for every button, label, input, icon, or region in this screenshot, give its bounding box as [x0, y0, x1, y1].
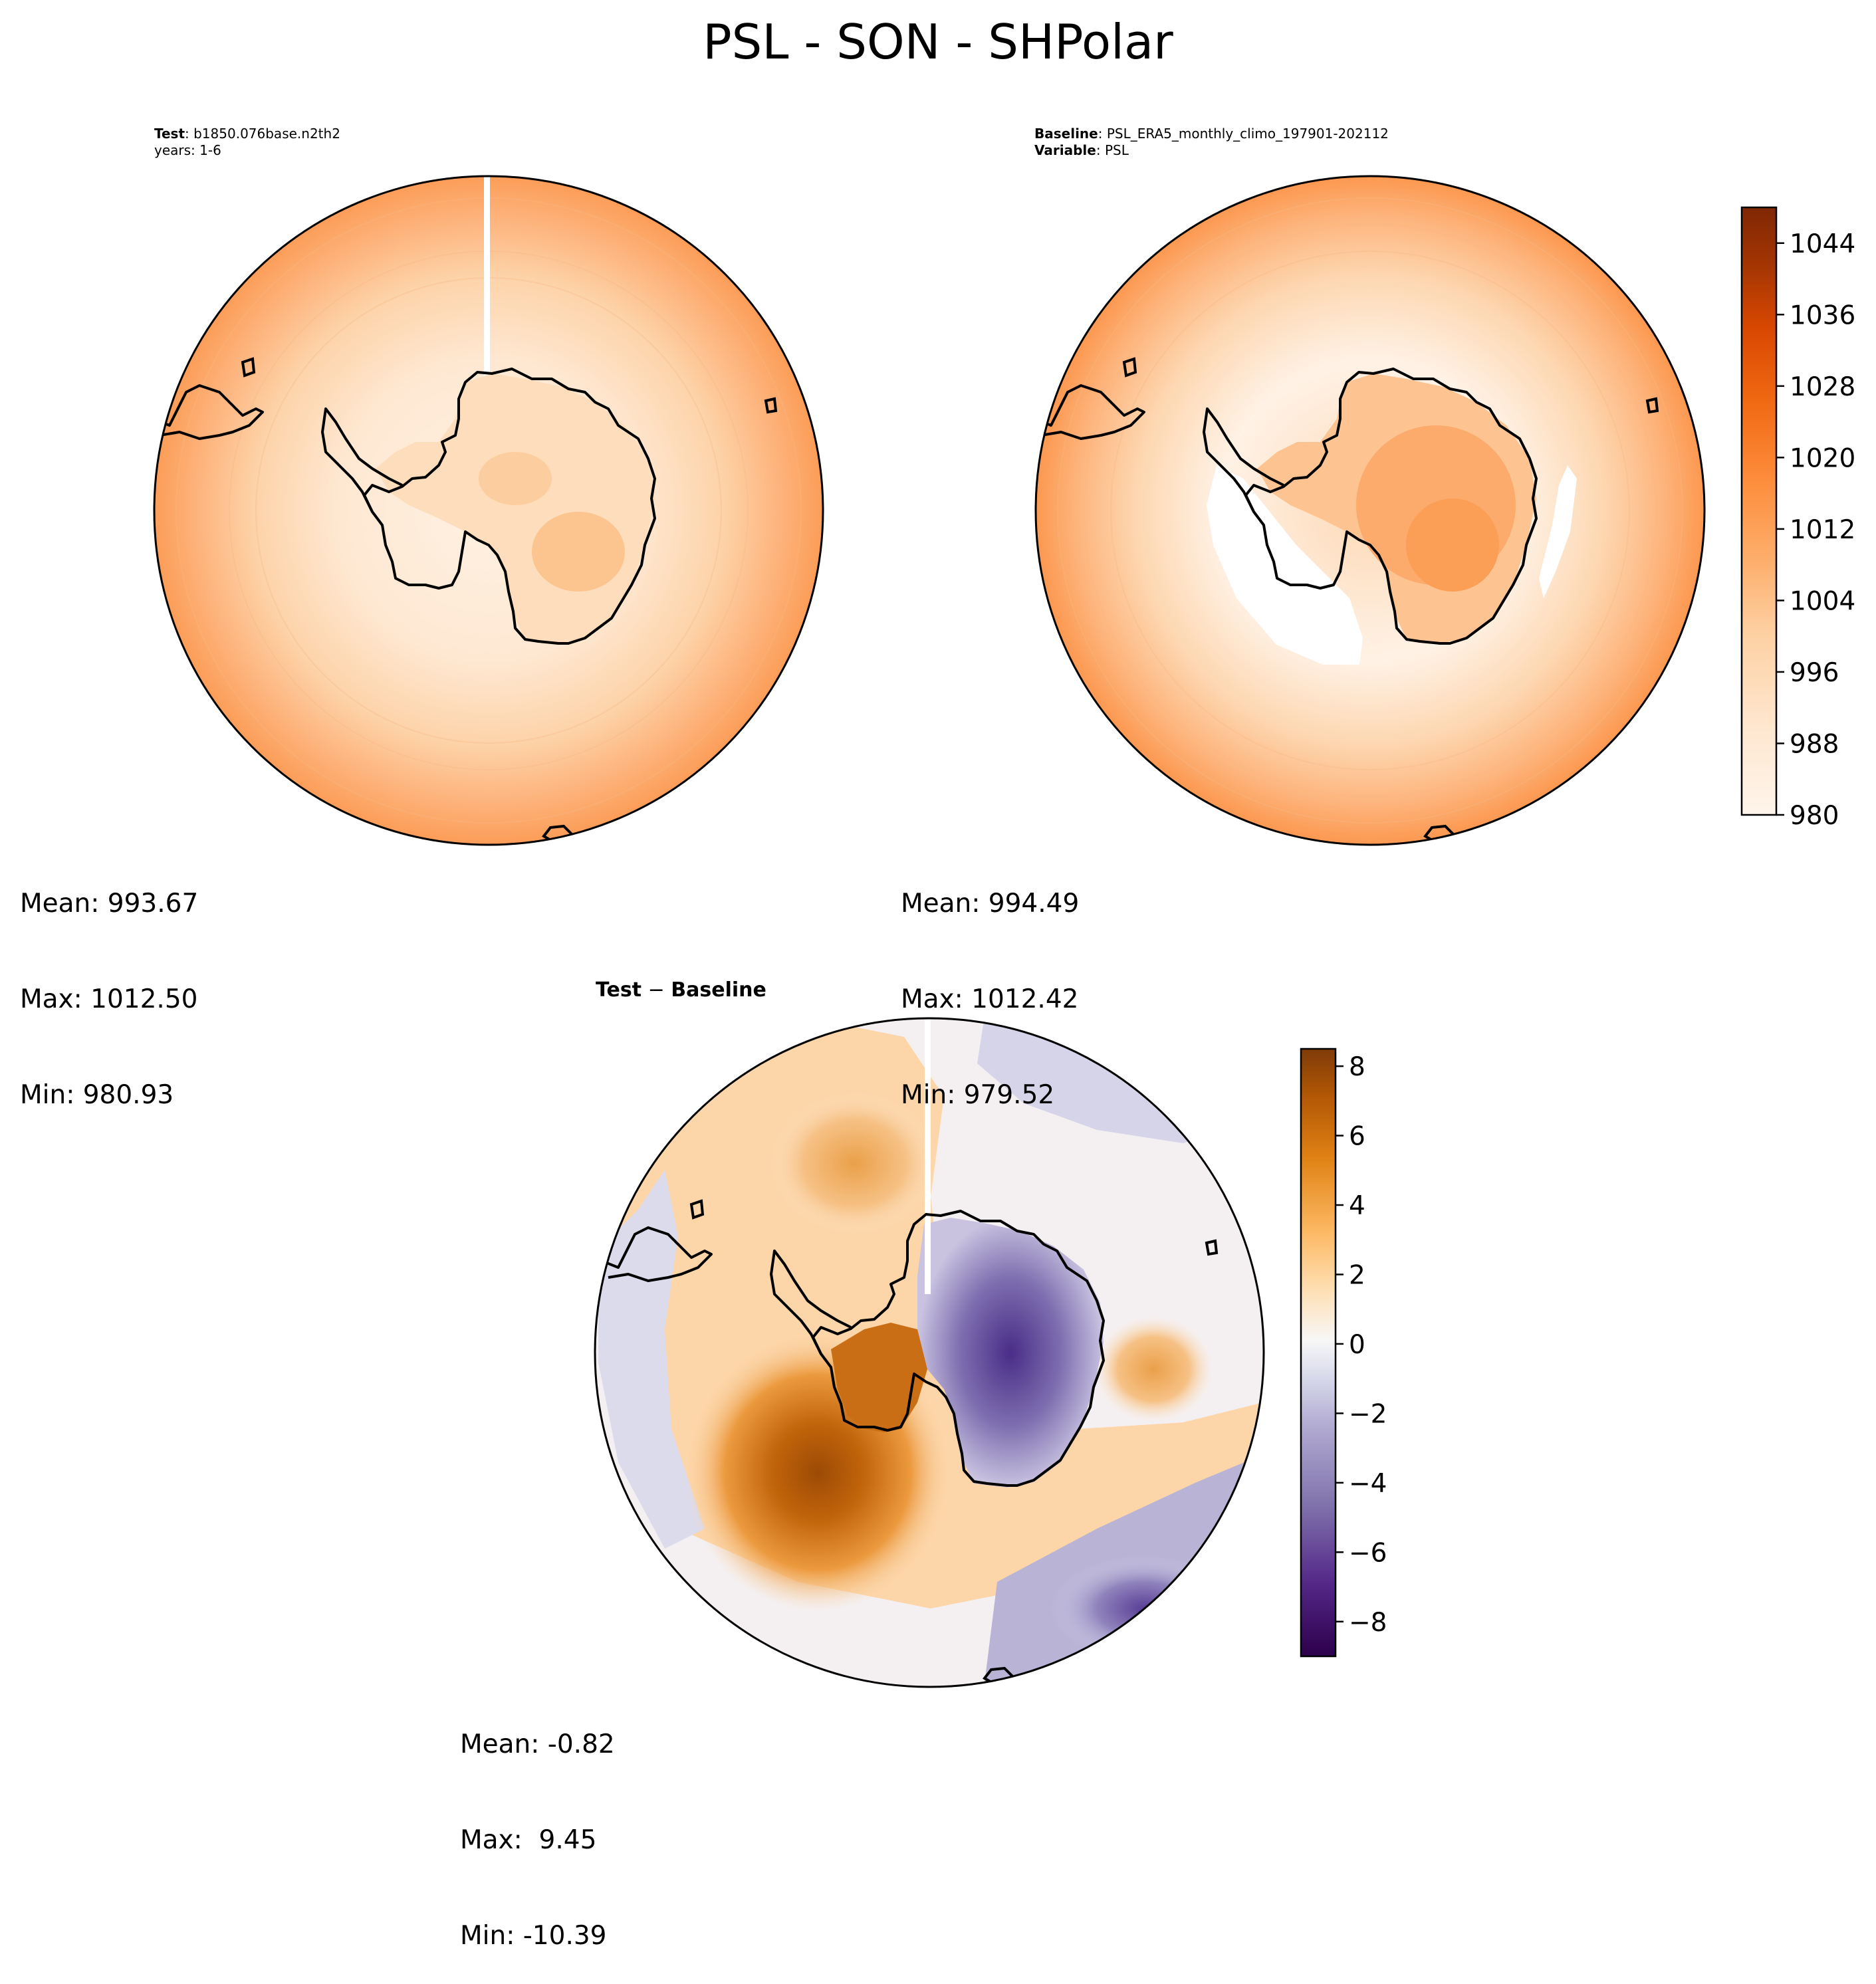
colorbar-absolute-ticks: 980 988 996 1004 1012 1020 1028 1036 1044: [1776, 229, 1855, 831]
diff-missing-data-strip: [925, 1018, 931, 1294]
baseline-south-america-outline: [1036, 384, 1145, 440]
difference-title-baseline: Baseline: [671, 978, 766, 1002]
colorbar-absolute-gradient: [1740, 206, 1778, 816]
test-south-america-outline: [154, 384, 264, 440]
colorbar-absolute-tick-label: 1028: [1790, 372, 1855, 402]
difference-stat-mean: Mean: -0.82: [460, 1729, 615, 1759]
baseline-map-frame: [1034, 175, 1706, 846]
colorbar-absolute-tick-label: 1020: [1790, 443, 1855, 473]
diff-cool-band-left: [598, 1170, 705, 1549]
colorbar-difference-tick-label: −8: [1349, 1608, 1387, 1638]
test-label-bold: Test: [154, 126, 185, 142]
test-stat-max: Max: 1012.50: [20, 984, 198, 1014]
colorbar-absolute: 980 988 996 1004 1012 1020 1028 1036 1044: [1740, 206, 1855, 831]
diff-peninsula-outline: [770, 1250, 852, 1355]
difference-title: Test − Baseline: [596, 978, 766, 1002]
diff-south-america-outline: [601, 1226, 713, 1282]
colorbar-absolute-tick-label: 1044: [1790, 229, 1855, 259]
colorbar-difference-tick-label: 2: [1349, 1260, 1365, 1290]
colorbar-difference-tick-label: 6: [1349, 1122, 1365, 1152]
diff-island-falklands: [689, 1199, 705, 1220]
difference-title-test: Test: [596, 978, 642, 1002]
difference-map: [594, 1017, 1265, 1688]
baseline-label-value: : PSL_ERA5_monthly_climo_197901-202112: [1098, 126, 1389, 142]
baseline-low-area-left: [1207, 465, 1363, 665]
test-inner-high-2: [479, 452, 552, 505]
test-stats: Mean: 993.67 Max: 1012.50 Min: 980.93: [20, 824, 198, 1143]
difference-stats: Mean: -0.82 Max: 9.45 Min: -10.39: [460, 1665, 615, 1984]
variable-label-value: : PSL: [1096, 142, 1129, 158]
colorbar-difference: −8 −6 −4 −2 0 2 4 6 8: [1300, 1047, 1387, 1658]
test-peninsula-outline: [321, 407, 403, 512]
diff-antarctica-outline: [812, 1210, 1105, 1487]
baseline-contour-rings: [1057, 197, 1683, 824]
baseline-case-label: Baseline: PSL_ERA5_monthly_climo_197901-…: [1034, 125, 1389, 142]
test-case-label: Test: b1850.076base.n2th2: [154, 125, 340, 142]
difference-stat-min: Min: -10.39: [460, 1921, 607, 1951]
baseline-island-right: [1645, 397, 1659, 414]
colorbar-difference-gradient: [1300, 1047, 1337, 1658]
test-label-value: : b1850.076base.n2th2: [185, 126, 340, 142]
baseline-stat-mean: Mean: 994.49: [901, 889, 1080, 919]
test-inner-high: [532, 512, 625, 592]
colorbar-absolute-tick-label: 1004: [1790, 586, 1855, 616]
baseline-inner-high-2: [1406, 498, 1499, 592]
colorbar-absolute-tick-label: 980: [1790, 801, 1839, 831]
variable-label-bold: Variable: [1034, 142, 1096, 158]
baseline-stats: Mean: 994.49 Max: 1012.42 Min: 979.52: [901, 824, 1079, 1143]
test-stat-mean: Mean: 993.67: [20, 889, 199, 919]
colorbar-absolute-tick-label: 1036: [1790, 300, 1855, 330]
baseline-stat-min: Min: 979.52: [901, 1080, 1055, 1110]
baseline-stat-max: Max: 1012.42: [901, 984, 1079, 1014]
diff-warm-east: [1094, 1316, 1213, 1422]
colorbar-absolute-tick-label: 1012: [1790, 515, 1855, 545]
diff-warm-secondary: [768, 1090, 941, 1236]
colorbar-difference-ticks: −8 −6 −4 −2 0 2 4 6 8: [1336, 1052, 1387, 1638]
test-map: [153, 175, 824, 846]
difference-map-frame: [594, 1017, 1265, 1688]
baseline-low-area-right: [1539, 465, 1577, 598]
baseline-label-bold: Baseline: [1034, 126, 1098, 142]
test-antarctica-outline: [363, 368, 656, 645]
colorbar-difference-tick-label: 4: [1349, 1191, 1365, 1221]
baseline-island-falklands: [1122, 357, 1137, 378]
baseline-antarctica-outline: [1244, 368, 1538, 645]
figure-title: PSL - SON - SHPolar: [703, 14, 1173, 70]
colorbar-difference-tick-label: −2: [1349, 1399, 1387, 1429]
test-years-label: years: 1-6: [154, 142, 221, 158]
test-island-falklands: [241, 357, 256, 378]
test-stat-min: Min: 980.93: [20, 1080, 174, 1110]
colorbar-absolute-tick-label: 996: [1790, 658, 1839, 688]
diff-island-right: [1205, 1239, 1219, 1256]
baseline-map: [1034, 175, 1706, 846]
difference-title-separator: −: [642, 978, 671, 1002]
difference-stat-max: Max: 9.45: [460, 1825, 597, 1855]
baseline-peninsula-outline: [1203, 407, 1284, 512]
colorbar-difference-tick-label: −4: [1349, 1469, 1387, 1499]
colorbar-difference-tick-label: 0: [1349, 1330, 1365, 1360]
baseline-variable-label: Variable: PSL: [1034, 142, 1129, 159]
diff-continent-positive: [831, 1323, 927, 1432]
test-island-right: [764, 397, 778, 414]
test-map-frame: [153, 175, 824, 846]
colorbar-absolute-tick-label: 988: [1790, 729, 1839, 759]
colorbar-difference-tick-label: 8: [1349, 1052, 1365, 1082]
diff-continent-negative: [917, 1218, 1104, 1488]
colorbar-difference-tick-label: −6: [1349, 1538, 1387, 1568]
test-missing-data-strip: [484, 176, 490, 465]
